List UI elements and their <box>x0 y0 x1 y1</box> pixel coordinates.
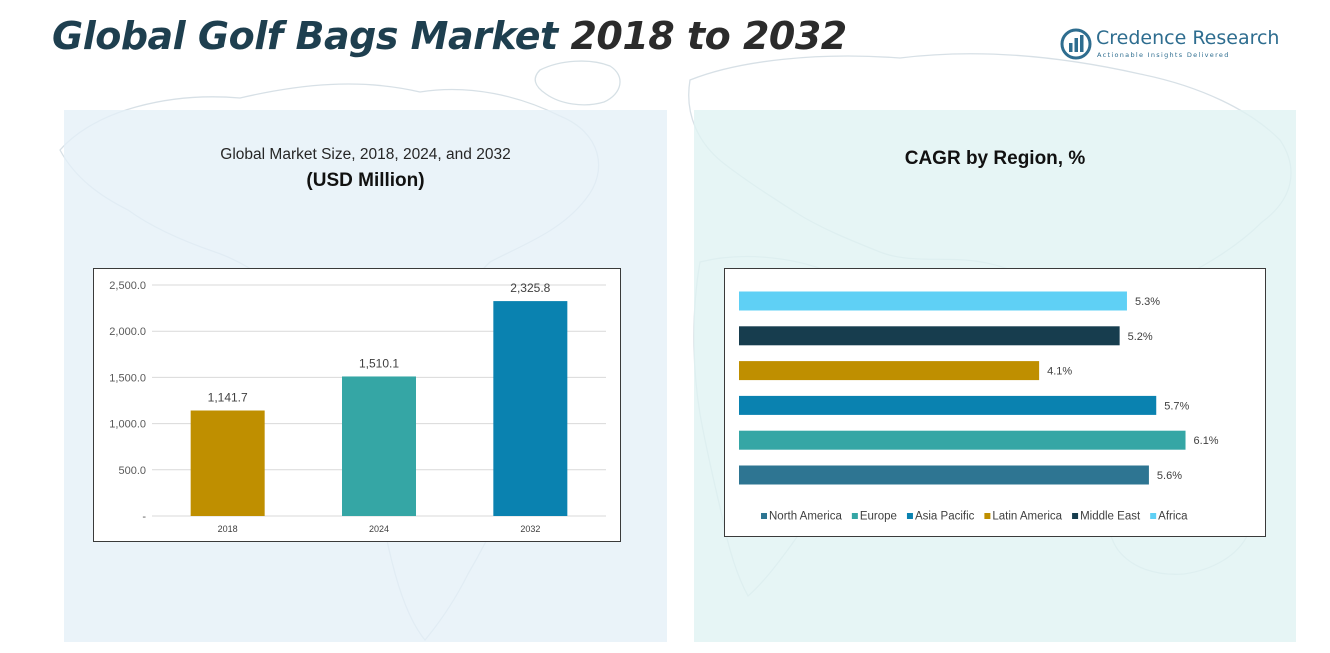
bar-chart-circle-logo-icon <box>1060 28 1092 60</box>
y-tick-label: 2,000.0 <box>109 326 146 338</box>
legend-swatch <box>1072 513 1079 519</box>
x-tick-label: 2032 <box>520 524 540 534</box>
legend-swatch <box>1150 513 1157 519</box>
cagr-data-label: 5.3% <box>1135 296 1160 308</box>
cagr-data-label: 4.1% <box>1047 366 1072 378</box>
cagr-data-label: 6.1% <box>1194 435 1219 447</box>
bar-2024 <box>342 376 416 516</box>
page-title: Global Golf Bags Market 2018 to 2032 <box>52 14 847 58</box>
y-tick-label: 500.0 <box>118 465 146 477</box>
company-logo: Credence Research Actionable Insights De… <box>1060 26 1279 66</box>
market-size-chart-svg: - 500.0 1,000.0 1,500.0 2,000.0 2,500.0 1,141.… <box>109 280 606 534</box>
cagr-data-label: 5.6% <box>1157 470 1182 482</box>
bar-2032 <box>493 301 568 516</box>
data-label: 1,141.7 <box>208 391 248 405</box>
cagr-bar-middle-east <box>739 326 1120 346</box>
legend-label: Africa <box>1158 511 1188 523</box>
logo-tagline: Actionable Insights Delivered <box>1097 51 1230 59</box>
cagr-bar-latin-america <box>739 361 1040 381</box>
legend-label: Asia Pacific <box>915 511 975 523</box>
cagr-bar-north-america <box>739 465 1149 485</box>
cagr-title: CAGR by Region, % <box>904 148 1086 169</box>
cagr-bar-europe <box>739 430 1186 450</box>
x-tick-label: 2018 <box>218 524 238 534</box>
cagr-bar-asia-pacific <box>739 395 1157 415</box>
logo-name: Credence Research <box>1096 27 1280 49</box>
page-title-years: 2018 to 2032 <box>557 14 847 58</box>
legend-label: North America <box>769 511 842 523</box>
y-tick-label: - <box>142 511 146 523</box>
cagr-bar-africa <box>739 291 1127 311</box>
legend-swatch <box>761 513 767 519</box>
cagr-chart-svg: 5.3% 5.2% 4.1% 5.7% 6.1% 5.6% North America Eur… <box>739 291 1219 523</box>
legend-label: Europe <box>860 511 897 523</box>
y-tick-label: 2,500.0 <box>109 280 146 292</box>
page-title-accent: Global Golf Bags Market <box>52 14 558 58</box>
legend-swatch <box>851 513 858 519</box>
cagr-data-label: 5.7% <box>1164 400 1189 412</box>
legend-swatch <box>906 513 913 519</box>
market-size-subtitle: Global Market Size, 2018, 2024, and 2032 <box>220 146 511 163</box>
market-size-unit: (USD Million) <box>306 170 425 191</box>
cagr-chart: 5.3% 5.2% 4.1% 5.7% 6.1% 5.6% North America Eur… <box>724 268 1266 537</box>
y-tick-label: 1,000.0 <box>109 419 146 431</box>
data-label: 1,510.1 <box>359 356 399 370</box>
x-tick-label: 2024 <box>369 524 389 534</box>
legend-label: Latin America <box>992 511 1062 523</box>
legend-label: Middle East <box>1080 511 1141 523</box>
market-size-chart: - 500.0 1,000.0 1,500.0 2,000.0 2,500.0 1,141.… <box>93 268 621 542</box>
cagr-data-label: 5.2% <box>1128 331 1153 343</box>
bar-2018 <box>190 410 265 516</box>
data-label: 2,325.8 <box>510 281 550 295</box>
legend-swatch <box>984 513 991 519</box>
y-tick-label: 1,500.0 <box>109 372 146 384</box>
